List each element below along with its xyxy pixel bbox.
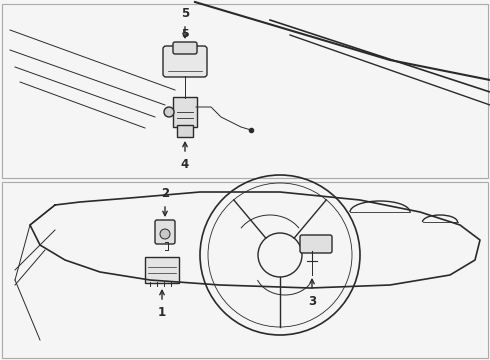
FancyBboxPatch shape: [163, 46, 207, 77]
FancyBboxPatch shape: [2, 4, 488, 178]
Text: 4: 4: [181, 158, 189, 171]
FancyBboxPatch shape: [300, 235, 332, 253]
Circle shape: [164, 107, 174, 117]
FancyBboxPatch shape: [145, 257, 179, 283]
FancyBboxPatch shape: [2, 182, 488, 358]
Text: 2: 2: [161, 187, 169, 200]
FancyBboxPatch shape: [173, 42, 197, 54]
FancyBboxPatch shape: [173, 97, 197, 127]
FancyBboxPatch shape: [177, 125, 193, 137]
Text: 3: 3: [308, 295, 316, 308]
Text: 5: 5: [181, 7, 189, 20]
Circle shape: [160, 229, 170, 239]
Text: 1: 1: [158, 306, 166, 319]
Text: 5: 5: [181, 29, 189, 39]
FancyBboxPatch shape: [155, 220, 175, 244]
